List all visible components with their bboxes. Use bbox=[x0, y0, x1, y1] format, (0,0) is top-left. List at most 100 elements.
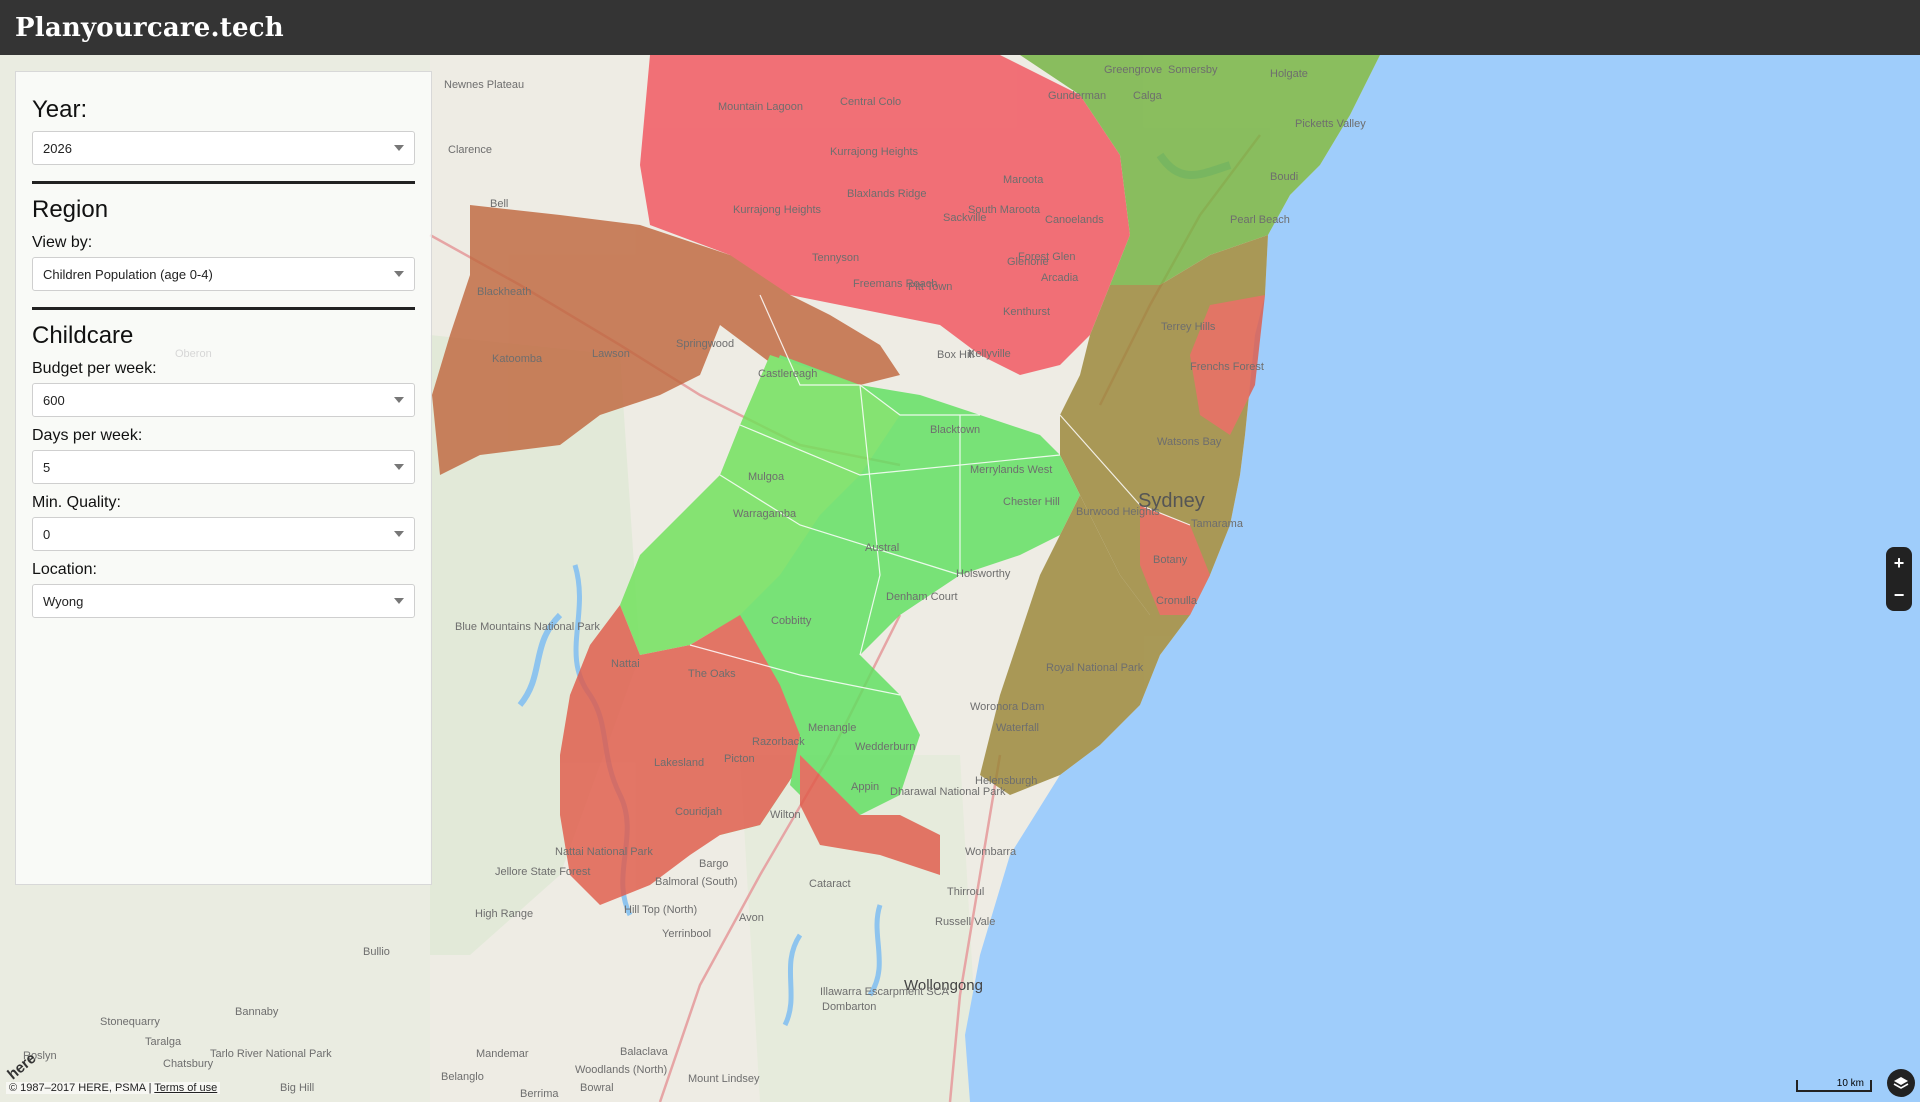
label-maroota: Maroota bbox=[1003, 174, 1044, 186]
app-header: Planyourcare.tech bbox=[0, 0, 1920, 55]
label-wollongong: Wollongong bbox=[904, 977, 983, 994]
label-wilton: Wilton bbox=[770, 809, 801, 821]
label-berrima: Berrima bbox=[520, 1088, 559, 1100]
location-select[interactable]: Wyong bbox=[32, 584, 415, 618]
label-cronulla: Cronulla bbox=[1156, 595, 1198, 607]
budget-select[interactable]: 600 bbox=[32, 383, 415, 417]
label-botany: Botany bbox=[1153, 554, 1188, 566]
region-windsor[interactable] bbox=[720, 255, 900, 385]
label-cobbitty: Cobbitty bbox=[771, 615, 812, 627]
days-select[interactable]: 5 bbox=[32, 450, 415, 484]
label-stonequarry: Stonequarry bbox=[100, 1016, 160, 1028]
label-calga: Calga bbox=[1133, 90, 1163, 102]
label-tennyson: Tennyson bbox=[812, 252, 859, 264]
choropleth-layer bbox=[432, 55, 1380, 905]
filter-panel: Year: 2026 Region View by: Children Popu… bbox=[15, 71, 432, 885]
princes-hwy bbox=[948, 754, 1002, 1102]
label-bowral: Bowral bbox=[580, 1082, 614, 1094]
zoom-out-button[interactable]: − bbox=[1893, 585, 1905, 605]
layers-button[interactable] bbox=[1887, 1069, 1915, 1097]
app-title[interactable]: Planyourcare.tech bbox=[15, 12, 284, 43]
label-yerrinbool: Yerrinbool bbox=[662, 928, 711, 940]
region-sutherland[interactable] bbox=[980, 495, 1190, 795]
label-kurrajong: Kurrajong Heights bbox=[733, 204, 822, 216]
label-illawarra: Illawarra Escarpment SCA bbox=[820, 986, 950, 998]
label-picton: Picton bbox=[724, 753, 755, 765]
terms-of-use-link[interactable]: Terms of use bbox=[154, 1082, 218, 1094]
label-castlereagh: Castlereagh bbox=[758, 368, 817, 380]
chevron-down-icon bbox=[394, 145, 404, 151]
label-blaxlands: Blaxlands Ridge bbox=[847, 188, 927, 200]
budget-select-value: 600 bbox=[43, 392, 65, 408]
label-wombarra: Wombarra bbox=[965, 846, 1017, 858]
map-attribution: © 1987–2017 HERE, PSMA | Terms of use bbox=[6, 1082, 221, 1094]
label-south-maroota: South Maroota bbox=[968, 204, 1041, 216]
label-balmoral: Balmoral (South) bbox=[655, 876, 738, 888]
region-blue-mountains[interactable] bbox=[432, 205, 760, 475]
label-gunderman: Gunderman bbox=[1048, 90, 1106, 102]
label-somersby: Somersby bbox=[1168, 64, 1218, 76]
region-heading: Region bbox=[32, 196, 109, 223]
label-canoelands: Canoelands bbox=[1045, 214, 1104, 226]
label-nattai-np: Nattai National Park bbox=[555, 846, 653, 858]
label-newnes: Newnes Plateau bbox=[444, 79, 524, 91]
map-labels: Sydney Wollongong Katoomba Springwood Ku… bbox=[23, 64, 1366, 1100]
label-helensburgh: Helensburgh bbox=[975, 775, 1037, 787]
label-bannaby: Bannaby bbox=[235, 1006, 279, 1018]
label-avon: Avon bbox=[739, 912, 764, 924]
label-lakesland: Lakesland bbox=[654, 757, 704, 769]
label-belanglo: Belanglo bbox=[441, 1071, 484, 1083]
quality-select[interactable]: 0 bbox=[32, 517, 415, 551]
region-wollondilly[interactable] bbox=[560, 605, 820, 905]
label-glenorie: Glenorie bbox=[1007, 256, 1049, 268]
label-greengrove: Greengrove bbox=[1104, 64, 1162, 76]
region-campbelltown[interactable] bbox=[740, 615, 920, 815]
label-arcadia: Arcadia bbox=[1041, 272, 1079, 284]
chevron-down-icon bbox=[394, 397, 404, 403]
layers-icon bbox=[1893, 1077, 1909, 1089]
zoom-in-button[interactable]: + bbox=[1893, 553, 1905, 573]
label-blackheath: Blackheath bbox=[477, 286, 531, 298]
region-inner-sydney[interactable] bbox=[1140, 505, 1210, 615]
chevron-down-icon bbox=[394, 531, 404, 537]
lake-burragorang bbox=[517, 612, 563, 707]
location-select-value: Wyong bbox=[43, 593, 84, 609]
label-waterfall: Waterfall bbox=[996, 722, 1039, 734]
budget-label: Budget per week: bbox=[32, 360, 157, 377]
region-appin[interactable] bbox=[800, 755, 940, 875]
label-wedderburn: Wedderburn bbox=[855, 741, 915, 753]
label-sackville: Sackville bbox=[943, 212, 986, 224]
label-russell-vale: Russell Vale bbox=[935, 916, 995, 928]
label-couridjah: Couridjah bbox=[675, 806, 722, 818]
view-by-select[interactable]: Children Population (age 0-4) bbox=[32, 257, 415, 291]
year-select[interactable]: 2026 bbox=[32, 131, 415, 165]
label-razorback: Razorback bbox=[752, 736, 805, 748]
label-freemans: Freemans Reach bbox=[853, 278, 937, 290]
label-taralga: Taralga bbox=[145, 1036, 182, 1048]
quality-label: Min. Quality: bbox=[32, 494, 121, 511]
label-austral: Austral bbox=[865, 542, 899, 554]
label-denham-court: Denham Court bbox=[886, 591, 958, 603]
label-blue-mountains-np: Blue Mountains National Park bbox=[455, 621, 600, 633]
days-select-value: 5 bbox=[43, 459, 51, 475]
region-borders bbox=[689, 294, 1191, 696]
label-clarence: Clarence bbox=[448, 144, 492, 156]
lake-cataract-water bbox=[867, 904, 883, 997]
label-watsons-bay: Watsons Bay bbox=[1157, 436, 1222, 448]
label-katoomba: Katoomba bbox=[492, 353, 543, 365]
label-roslyn: Roslyn bbox=[23, 1050, 57, 1062]
label-pitt-town: Pitt Town bbox=[908, 281, 952, 293]
lake-cordeaux-water bbox=[782, 933, 803, 1027]
label-frenchs-forest: Frenchs Forest bbox=[1190, 361, 1264, 373]
label-big-hill: Big Hill bbox=[280, 1082, 314, 1094]
label-kenthurst: Kenthurst bbox=[1003, 306, 1050, 318]
days-label: Days per week: bbox=[32, 427, 143, 444]
label-mountain-lagoon: Mountain Lagoon bbox=[718, 101, 803, 113]
ocean bbox=[965, 55, 1920, 1102]
label-appin: Appin bbox=[851, 781, 879, 793]
region-northern-beaches[interactable] bbox=[1190, 295, 1265, 435]
attribution-text: © 1987–2017 HERE, PSMA | bbox=[9, 1082, 152, 1094]
region-penrith[interactable] bbox=[620, 355, 900, 655]
label-mandemar: Mandemar bbox=[476, 1048, 529, 1060]
region-central-coast[interactable] bbox=[1020, 55, 1380, 285]
